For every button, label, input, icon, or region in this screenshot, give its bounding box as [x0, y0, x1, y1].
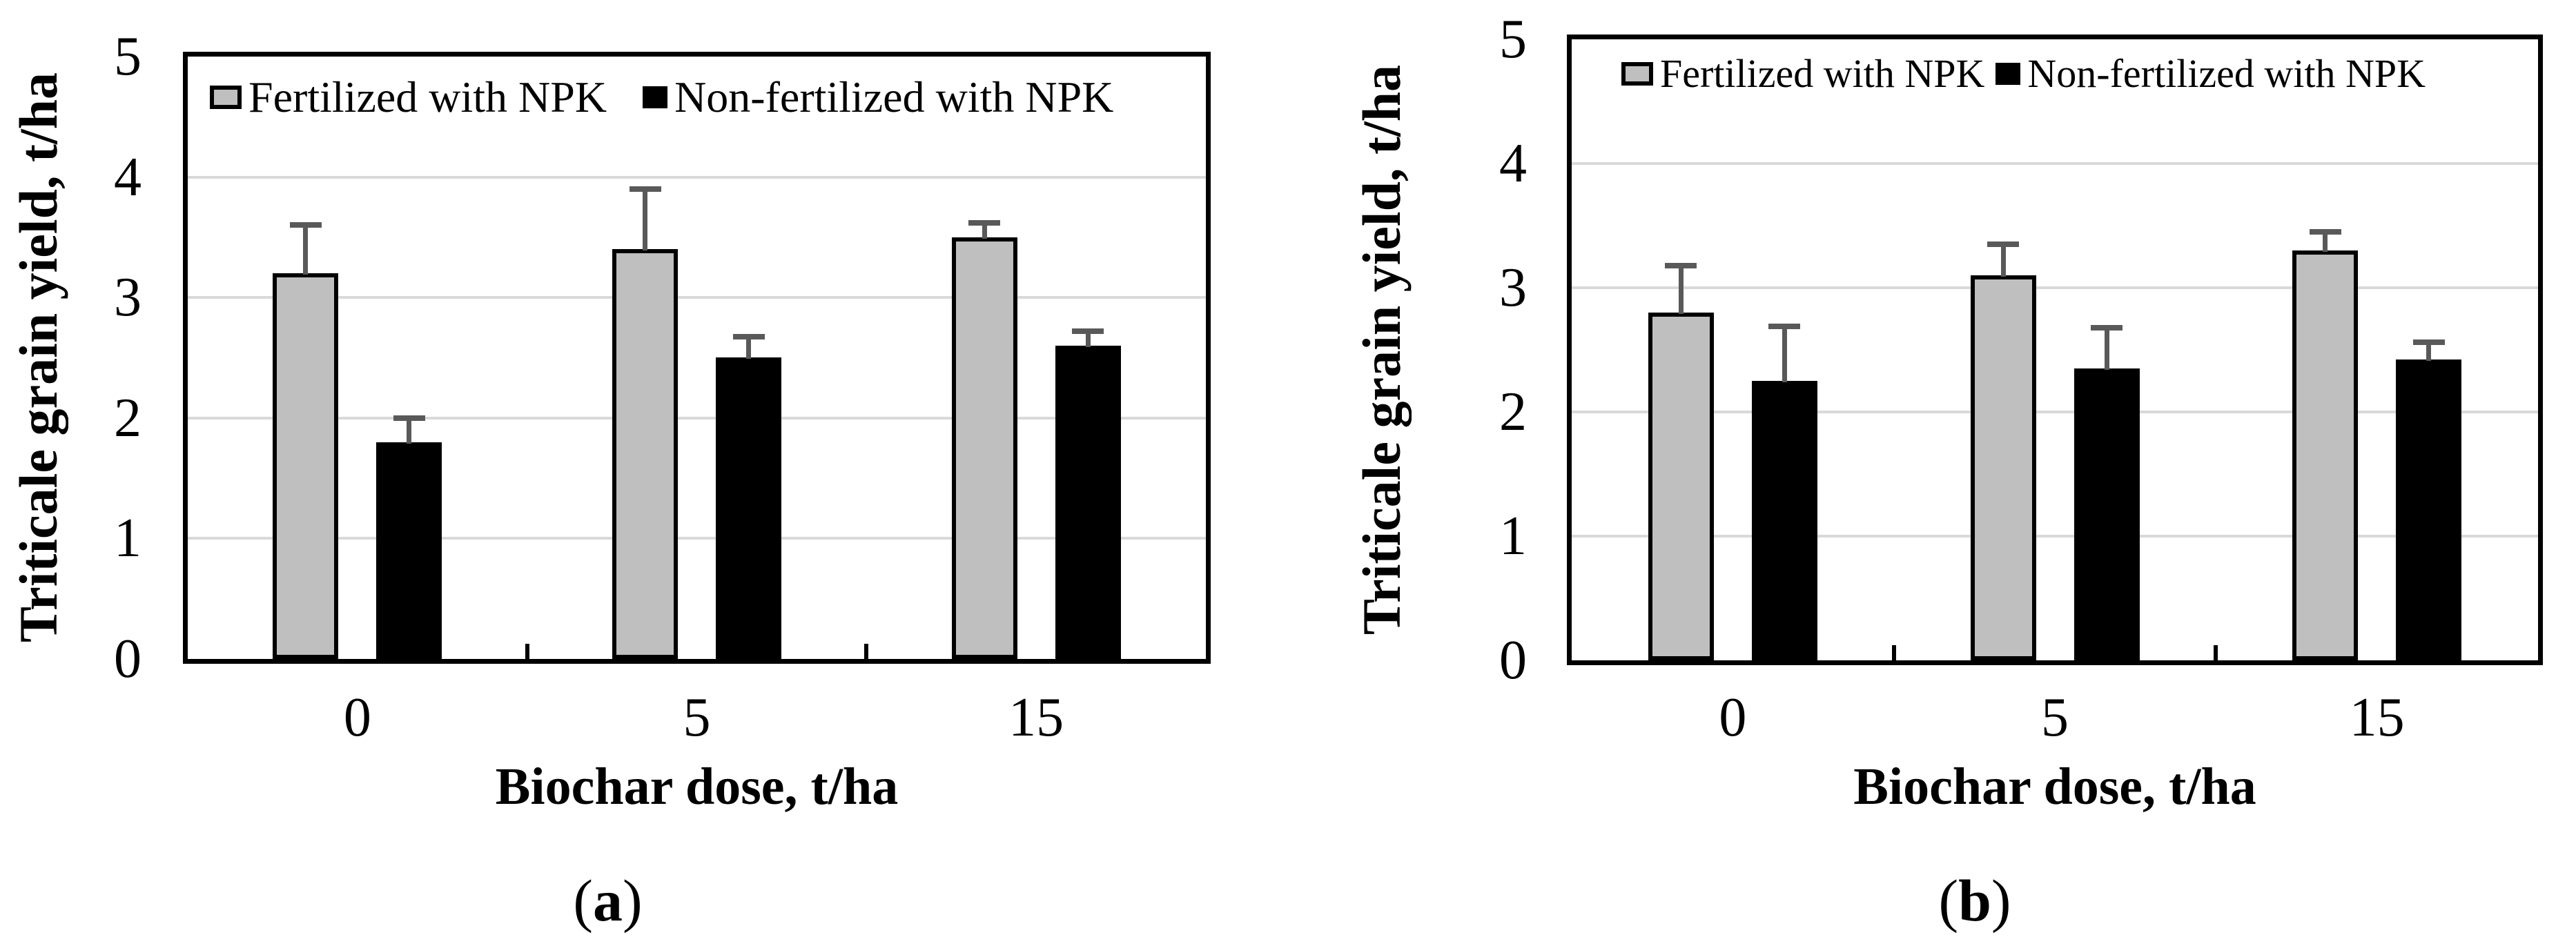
x-axis-title-panel-b: Biochar dose, t/ha [1853, 758, 2256, 816]
error-bar-stem-fertilized-dose-0 [1679, 266, 1684, 314]
error-bar-cap-non-fertilized-dose-0 [1768, 324, 1800, 329]
error-bar-cap-non-fertilized-dose-15 [1072, 328, 1104, 334]
x-axis-tick-mark [864, 644, 868, 659]
y-tick-label-2: 2 [114, 387, 142, 449]
legend-swatch-non-fertilized [643, 86, 668, 108]
y-tick-label-1: 1 [114, 508, 142, 569]
bar-non-fertilized-dose-5 [716, 357, 781, 659]
legend-label-fertilized: Fertilized with NPK [248, 72, 607, 121]
x-tick-label-0: 0 [1719, 687, 1747, 748]
x-tick-label-5: 5 [683, 687, 711, 748]
x-tick-label-15: 15 [1008, 687, 1064, 748]
bar-non-fertilized-dose-5 [2074, 368, 2140, 660]
error-bar-cap-non-fertilized-dose-5 [2091, 325, 2123, 331]
error-bar-stem-non-fertilized-dose-5 [2105, 328, 2109, 370]
error-bar-stem-fertilized-dose-15 [982, 223, 987, 239]
legend-item-fertilized: Fertilized with NPK [210, 72, 607, 123]
error-bar-cap-non-fertilized-dose-0 [393, 415, 425, 421]
legend-swatch-non-fertilized [1996, 62, 2021, 85]
legend-item-non-fertilized: Non-fertilized with NPK [643, 72, 1113, 123]
legend-item-fertilized: Fertilized with NPK [1621, 50, 1984, 97]
caption-panel-b: (b) [1374, 871, 2576, 930]
y-tick-label-2: 2 [1499, 382, 1527, 442]
y-tick-label-3: 3 [1499, 257, 1527, 318]
caption-panel-a: (a) [0, 871, 1216, 930]
legend-item-non-fertilized: Non-fertilized with NPK [1996, 50, 2426, 97]
caption-open-paren: ( [1938, 867, 1959, 934]
caption-letter: b [1958, 867, 1991, 934]
gridline-y-1 [1572, 535, 2538, 538]
error-bar-cap-fertilized-dose-0 [290, 222, 322, 228]
gridline-y-2 [1572, 411, 2538, 413]
bar-non-fertilized-dose-15 [2396, 359, 2461, 660]
y-tick-labels-panel-a: 0 1 2 3 4 5 [38, 29, 142, 687]
bar-fertilized-dose-15 [952, 237, 1017, 659]
error-bar-cap-non-fertilized-dose-5 [733, 334, 765, 339]
y-tick-label-5: 5 [1499, 9, 1527, 70]
error-bar-stem-fertilized-dose-5 [2001, 244, 2006, 277]
error-bar-stem-non-fertilized-dose-5 [746, 337, 751, 359]
x-axis-title-panel-a: Biochar dose, t/ha [495, 758, 899, 816]
y-axis-title-panel-b: Triticale grain yield, t/ha [1347, 39, 1416, 660]
y-axis-title-text: Triticale grain yield, t/ha [1352, 64, 1412, 635]
bar-fertilized-dose-0 [1648, 313, 1714, 660]
error-bar-stem-fertilized-dose-0 [303, 225, 308, 275]
legend-panel-a: Fertilized with NPK Non-fertilized with … [210, 72, 1113, 123]
y-tick-labels-panel-b: 0 1 2 3 4 5 [1423, 12, 1527, 688]
caption-letter: a [593, 867, 623, 934]
legend-label-non-fertilized: Non-fertilized with NPK [2027, 51, 2426, 96]
error-bar-cap-non-fertilized-dose-15 [2413, 339, 2445, 345]
error-bar-stem-non-fertilized-dose-0 [1782, 326, 1787, 382]
legend-swatch-fertilized [210, 86, 242, 109]
x-axis-tick-mark [1892, 645, 1896, 660]
y-tick-label-3: 3 [114, 267, 142, 328]
error-bar-stem-non-fertilized-dose-15 [1086, 331, 1091, 347]
x-axis-tick-mark [2214, 645, 2218, 660]
y-tick-label-0: 0 [1499, 630, 1527, 691]
error-bar-cap-fertilized-dose-5 [1987, 242, 2019, 247]
error-bar-stem-fertilized-dose-15 [2323, 232, 2328, 252]
gridline-y-1 [188, 537, 1206, 540]
bar-fertilized-dose-15 [2292, 250, 2358, 660]
gridline-y-4 [188, 176, 1206, 179]
plot-area-panel-a: Fertilized with NPK Non-fertilized with … [183, 52, 1211, 664]
x-tick-label-5: 5 [2041, 687, 2069, 748]
gridline-y-2 [188, 417, 1206, 420]
gridline-y-3 [188, 296, 1206, 299]
gridline-y-4 [1572, 162, 2538, 165]
x-tick-labels-panel-a: 0 5 15 [188, 690, 1206, 756]
bar-fertilized-dose-5 [1971, 275, 2036, 660]
bar-fertilized-dose-5 [612, 249, 678, 659]
error-bar-stem-non-fertilized-dose-0 [407, 418, 411, 444]
caption-close-paren: ) [1991, 867, 2011, 934]
bar-non-fertilized-dose-0 [1752, 381, 1817, 660]
legend-swatch-fertilized [1621, 61, 1653, 86]
caption-close-paren: ) [623, 867, 643, 934]
caption-open-paren: ( [573, 867, 593, 934]
y-tick-label-4: 4 [1499, 133, 1527, 194]
error-bar-cap-fertilized-dose-0 [1665, 263, 1697, 268]
legend-label-non-fertilized: Non-fertilized with NPK [674, 72, 1114, 121]
y-tick-label-0: 0 [114, 629, 142, 689]
y-tick-label-1: 1 [1499, 506, 1527, 566]
bar-non-fertilized-dose-15 [1055, 346, 1121, 659]
error-bar-cap-fertilized-dose-15 [2310, 229, 2341, 235]
error-bar-cap-fertilized-dose-5 [630, 186, 661, 192]
y-tick-label-5: 5 [114, 26, 142, 87]
bar-fertilized-dose-0 [273, 273, 338, 659]
x-tick-labels-panel-b: 0 5 15 [1572, 690, 2538, 756]
bar-non-fertilized-dose-0 [376, 442, 442, 659]
x-axis-tick-mark [525, 644, 529, 659]
error-bar-stem-non-fertilized-dose-15 [2426, 342, 2431, 361]
gridline-y-3 [1572, 286, 2538, 289]
x-tick-label-0: 0 [343, 687, 371, 748]
error-bar-stem-fertilized-dose-5 [643, 189, 647, 250]
y-tick-label-4: 4 [114, 146, 142, 208]
plot-area-panel-b: Fertilized with NPK Non-fertilized with … [1567, 35, 2543, 665]
x-tick-label-15: 15 [2349, 687, 2405, 748]
error-bar-cap-fertilized-dose-15 [968, 220, 1000, 226]
legend-label-fertilized: Fertilized with NPK [1660, 51, 1985, 96]
legend-panel-b: Fertilized with NPK Non-fertilized with … [1621, 50, 2426, 97]
